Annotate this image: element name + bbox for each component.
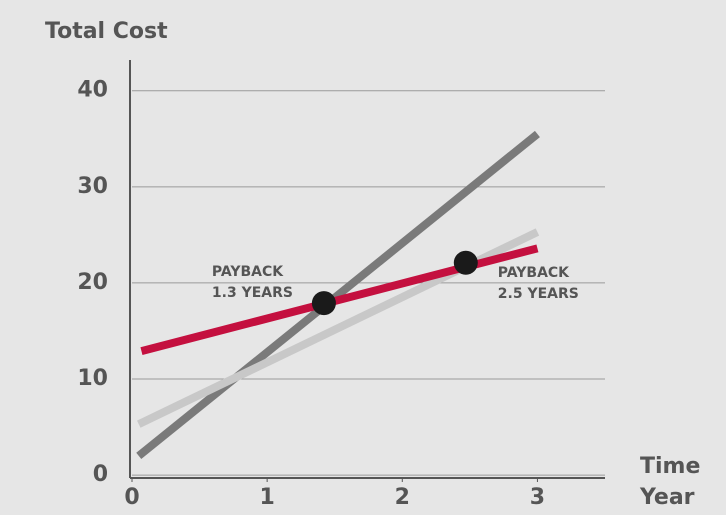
y-tick-label: 30: [77, 174, 108, 199]
x-axis-title: Time: [640, 454, 700, 479]
x-tick-label: 3: [530, 485, 545, 510]
annotation: 2.5 YEARS: [498, 286, 579, 302]
series-line: [136, 130, 540, 460]
x-axis-title: Year: [639, 485, 695, 510]
x-tick-label: 1: [259, 485, 274, 510]
annotation: 1.3 YEARS: [212, 285, 293, 301]
y-tick-label: 40: [77, 78, 108, 103]
y-tick-label: 0: [93, 462, 108, 487]
series-line: [140, 244, 539, 356]
y-tick-label: 10: [77, 366, 108, 391]
annotation: PAYBACK: [212, 264, 284, 280]
payback-point: [453, 250, 478, 275]
x-tick-label: 0: [124, 485, 139, 510]
x-tick-label: 2: [395, 485, 410, 510]
y-axis-title: Total Cost: [45, 19, 168, 44]
payback-point: [311, 291, 336, 316]
y-tick-label: 20: [77, 270, 108, 295]
annotation: PAYBACK: [498, 265, 570, 281]
